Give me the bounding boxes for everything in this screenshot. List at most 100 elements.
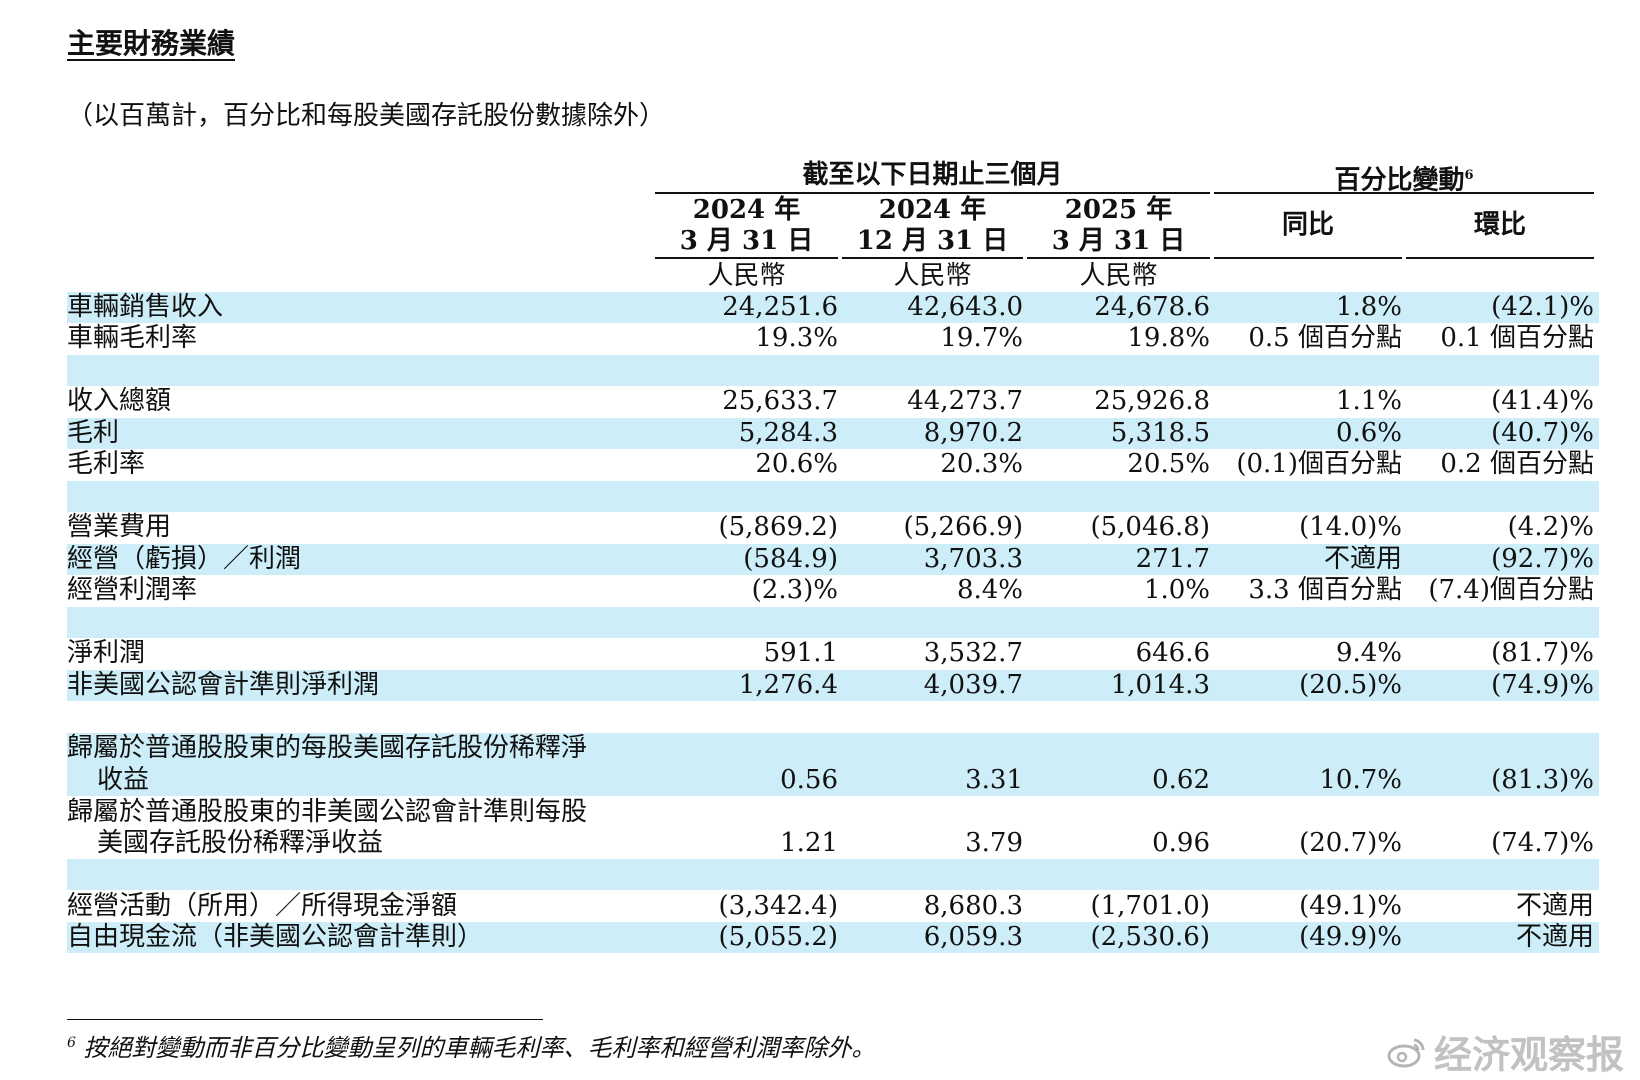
col5-header: 環比 <box>1473 210 1526 240</box>
col2-header: 2024 年 12 月 31 日 <box>842 195 1023 257</box>
header-period-group: 截至以下日期止三個月 <box>802 160 1063 190</box>
header-rule-period <box>655 192 1210 194</box>
header-change-label: 百分比變動 <box>1334 165 1465 196</box>
row-label-cont: 收益 <box>97 765 150 795</box>
row-label: 毛利率 <box>67 449 146 479</box>
band <box>67 922 1599 953</box>
band <box>67 292 1599 323</box>
cell-value: (2,530.6) <box>1090 922 1210 952</box>
watermark-text: 经济观察报 <box>1433 1033 1624 1077</box>
col4-rule <box>1214 257 1402 259</box>
cell-value: 0.5 個百分點 <box>1248 323 1402 353</box>
cell-value: (49.1)% <box>1299 891 1402 921</box>
footnote: 6 按絕對變動而非百分比變動呈列的車輛毛利率、毛利率和經營利潤率除外。 <box>67 1028 876 1063</box>
col1-rule <box>655 257 838 259</box>
cell-value: 19.8% <box>1127 323 1210 353</box>
cell-value: 20.6% <box>755 449 838 479</box>
col2-date: 12 月 31 日 <box>856 226 1009 256</box>
col1-date: 3 月 31 日 <box>679 226 814 256</box>
cell-value: (42.1)% <box>1491 292 1594 322</box>
cell-value: 0.1 個百分點 <box>1440 323 1594 353</box>
cell-value: (1,701.0) <box>1090 891 1210 921</box>
band <box>67 733 1599 796</box>
cell-value: 25,926.8 <box>1094 386 1210 416</box>
cell-value: 1,276.4 <box>738 670 838 700</box>
watermark: 经济观察报 <box>1386 1024 1624 1079</box>
row-label: 車輛銷售收入 <box>67 292 224 322</box>
weibo-icon <box>1386 1033 1426 1077</box>
row-label: 經營利潤率 <box>67 575 198 605</box>
cell-value: (7.4)個百分點 <box>1428 575 1594 605</box>
cell-value: (3,342.4) <box>718 891 838 921</box>
cell-value: (4.2)% <box>1507 512 1594 542</box>
cell-value: 6,059.3 <box>923 922 1023 952</box>
cell-value: 0.96 <box>1152 828 1210 858</box>
cell-value: 42,643.0 <box>907 292 1023 322</box>
row-label: 歸屬於普通股股東的非美國公認會計準則每股 <box>67 797 588 827</box>
cell-value: 44,273.7 <box>907 386 1023 416</box>
cell-value: 10.7% <box>1319 765 1402 795</box>
cell-value: 0.6% <box>1335 418 1402 448</box>
cell-value: (49.9)% <box>1299 922 1402 952</box>
band <box>67 607 1599 638</box>
band <box>67 859 1599 890</box>
header-change-group: 百分比變動6 <box>1214 160 1594 197</box>
col1-currency: 人民幣 <box>707 261 786 291</box>
cell-value: 8,970.2 <box>923 418 1023 448</box>
cell-value: (41.4)% <box>1491 386 1594 416</box>
col2-rule <box>842 257 1023 259</box>
cell-value: (74.9)% <box>1491 670 1594 700</box>
cell-value: 24,678.6 <box>1094 292 1210 322</box>
band <box>67 670 1599 701</box>
cell-value: 3.79 <box>965 828 1023 858</box>
row-label-cont: 美國存託股份稀釋淨收益 <box>97 828 384 858</box>
band <box>67 544 1599 575</box>
cell-value: 25,633.7 <box>722 386 838 416</box>
cell-value: 19.7% <box>940 323 1023 353</box>
cell-value: 9.4% <box>1335 638 1402 668</box>
band <box>67 481 1599 512</box>
cell-value: 20.5% <box>1127 449 1210 479</box>
col2-year: 2024 年 <box>878 195 987 225</box>
col3-year: 2025 年 <box>1064 195 1173 225</box>
col4-header: 同比 <box>1281 210 1334 240</box>
cell-value: 0.56 <box>780 765 838 795</box>
cell-value: 1.21 <box>780 828 838 858</box>
col3-date: 3 月 31 日 <box>1051 226 1186 256</box>
col3-currency: 人民幣 <box>1079 261 1158 291</box>
subtitle: （以百萬計，百分比和每股美國存託股份數據除外） <box>67 101 666 131</box>
cell-value: 3,532.7 <box>923 638 1023 668</box>
cell-value: 24,251.6 <box>722 292 838 322</box>
cell-value: 不適用 <box>1323 544 1402 574</box>
cell-value: (5,055.2) <box>718 922 838 952</box>
cell-value: 1.0% <box>1143 575 1210 605</box>
cell-value: 20.3% <box>940 449 1023 479</box>
page-title: 主要財務業績 <box>67 27 236 60</box>
cell-value: (584.9) <box>743 544 838 574</box>
col3-header: 2025 年 3 月 31 日 <box>1027 195 1210 257</box>
cell-value: 1,014.3 <box>1110 670 1210 700</box>
cell-value: 0.2 個百分點 <box>1440 449 1594 479</box>
cell-value: (5,869.2) <box>718 512 838 542</box>
footnote-mark: 6 <box>67 1035 76 1051</box>
cell-value: (81.3)% <box>1491 765 1594 795</box>
col5-rule <box>1406 257 1594 259</box>
row-label: 自由現金流（非美國公認會計準則） <box>67 922 484 952</box>
cell-value: 5,318.5 <box>1110 418 1210 448</box>
cell-value: 1.8% <box>1335 292 1402 322</box>
band <box>67 418 1599 449</box>
row-label: 經營（虧損）／利潤 <box>67 544 302 574</box>
band <box>67 355 1599 386</box>
col3-rule <box>1027 257 1210 259</box>
cell-value: (0.1)個百分點 <box>1236 449 1402 479</box>
cell-value: (40.7)% <box>1491 418 1594 448</box>
cell-value: (14.0)% <box>1299 512 1402 542</box>
cell-value: (2.3)% <box>751 575 838 605</box>
cell-value: 8.4% <box>956 575 1023 605</box>
cell-value: (92.7)% <box>1491 544 1594 574</box>
cell-value: 5,284.3 <box>738 418 838 448</box>
cell-value: (20.7)% <box>1299 828 1402 858</box>
cell-value: 271.7 <box>1135 544 1210 574</box>
row-label: 經營活動（所用）／所得現金淨額 <box>67 891 458 921</box>
row-label: 毛利 <box>67 418 120 448</box>
